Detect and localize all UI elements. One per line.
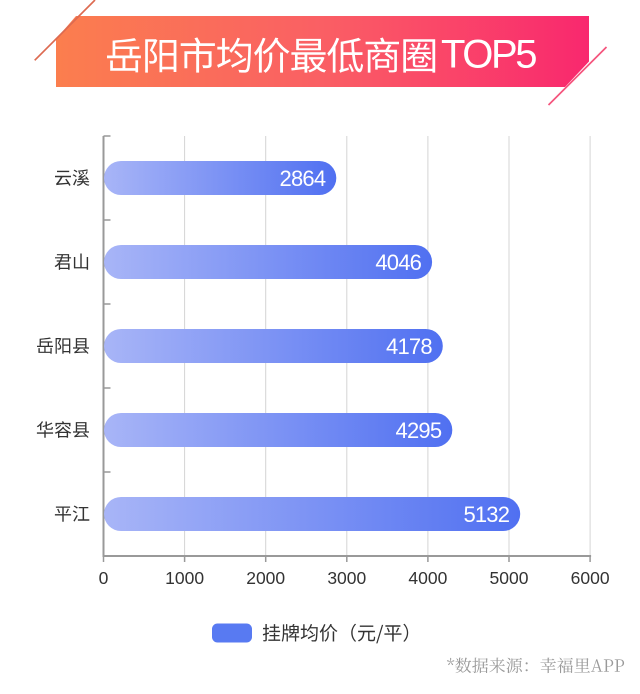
svg-text:5132: 5132 xyxy=(463,502,509,527)
svg-text:TOP5: TOP5 xyxy=(441,33,536,77)
svg-text:4000: 4000 xyxy=(408,568,447,588)
svg-text:4046: 4046 xyxy=(375,250,421,275)
svg-text:6000: 6000 xyxy=(571,568,610,588)
svg-text:2000: 2000 xyxy=(246,568,285,588)
svg-text:4295: 4295 xyxy=(396,418,442,443)
svg-text:3000: 3000 xyxy=(327,568,366,588)
svg-text:0: 0 xyxy=(99,568,109,588)
svg-text:2864: 2864 xyxy=(280,166,326,191)
svg-text:4178: 4178 xyxy=(386,334,432,359)
svg-text:5000: 5000 xyxy=(490,568,529,588)
svg-text:1000: 1000 xyxy=(165,568,204,588)
